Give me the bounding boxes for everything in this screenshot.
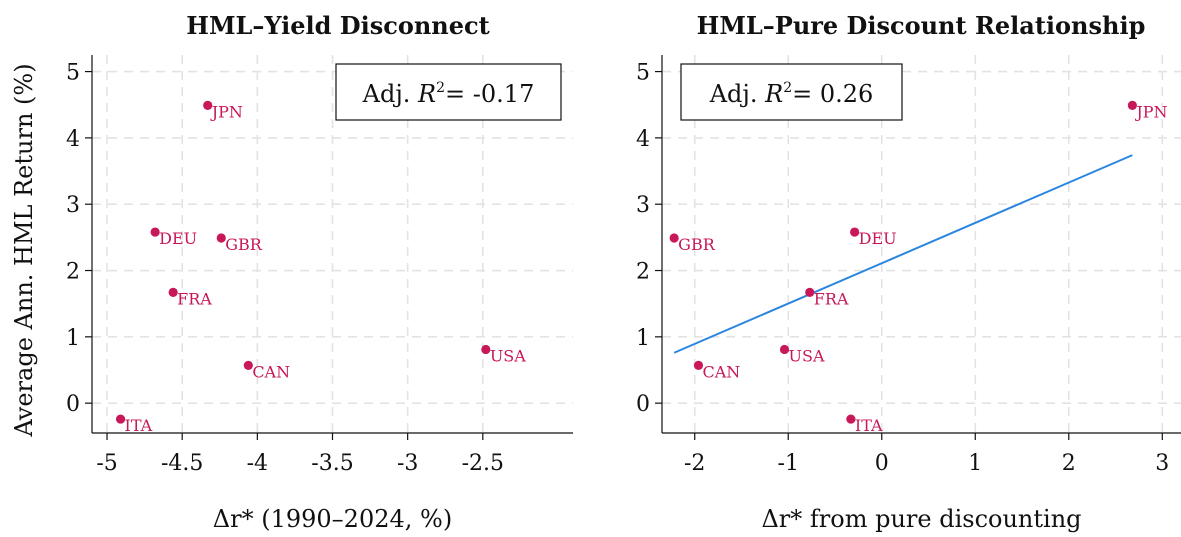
point-label-deu: DEU (859, 229, 897, 248)
point-ita (846, 414, 856, 424)
x-tick-label: 3 (1155, 451, 1169, 476)
point-fra (805, 287, 815, 298)
chart-title: HML–Pure Discount Relationship (697, 11, 1146, 40)
r2-annotation-box (680, 63, 903, 121)
x-axis-label: Δr* (1990–2024, %) (213, 505, 452, 533)
y-tick-label: 5 (66, 61, 80, 86)
point-label-jpn: JPN (1134, 102, 1167, 121)
point-ita (115, 414, 126, 424)
point-label-fra: FRA (814, 289, 849, 308)
point-usa (779, 344, 790, 355)
point-deu (850, 227, 860, 237)
x-tick-label: 1 (968, 451, 982, 476)
x-tick-label: -3.5 (311, 451, 353, 476)
point-fra (168, 287, 178, 298)
point-label-jpn: JPN (210, 102, 243, 121)
y-tick-label: 3 (66, 193, 80, 218)
y-tick-label: 0 (636, 392, 650, 417)
point-usa (481, 344, 491, 355)
x-tick-label: 0 (875, 451, 889, 476)
point-label-can: CAN (252, 362, 290, 381)
y-tick-label: 1 (636, 326, 650, 351)
point-label-can: CAN (702, 362, 740, 381)
y-tick-label: 3 (636, 193, 650, 218)
r2-annotation-box (335, 63, 562, 121)
point-label-gbr: GBR (225, 235, 263, 254)
point-label-usa: USA (490, 346, 526, 365)
x-axis-label: Δr* from pure discounting (761, 505, 1081, 533)
point-gbr (216, 233, 226, 243)
x-tick-label: -5 (96, 451, 117, 476)
point-label-fra: FRA (177, 289, 212, 308)
y-tick-label: 1 (66, 326, 80, 351)
point-deu (150, 227, 160, 237)
y-tick-label: 0 (66, 392, 80, 417)
x-tick-label: -4 (247, 451, 268, 476)
point-gbr (669, 233, 679, 243)
y-tick-label: 4 (66, 127, 80, 152)
y-tick-label: 4 (636, 127, 650, 152)
y-tick-label: 2 (636, 260, 650, 285)
r2-annotation: Adj. R2= 0.26 (709, 80, 874, 108)
point-jpn (1127, 100, 1137, 110)
left-panel: 0 1 2 3 4 5 -5 -4.5 -4 -3.5 -3 -2.5 HML–Yield Discon… (10, 11, 573, 533)
fit-line (673, 154, 1133, 354)
point-label-gbr: GBR (678, 235, 716, 254)
point-label-usa: USA (789, 346, 825, 365)
point-label-ita: ITA (125, 416, 153, 435)
x-tick-label: -2.5 (462, 451, 504, 476)
point-jpn (203, 100, 213, 110)
point-can (243, 360, 253, 370)
point-can (693, 360, 704, 370)
chart-title: HML–Yield Disconnect (186, 11, 489, 40)
x-tick-label: -2 (684, 451, 705, 476)
x-tick-label: 2 (1062, 451, 1076, 476)
r2-annotation: Adj. R2= -0.17 (362, 80, 535, 108)
x-tick-label: -4.5 (161, 451, 203, 476)
right-panel: 0 1 2 3 4 5 -2 -1 0 1 2 3 HML–Pure Discount Relation… (636, 11, 1181, 533)
y-tick-label: 5 (636, 61, 650, 86)
x-tick-label: -1 (778, 451, 799, 476)
point-label-ita: ITA (855, 416, 883, 435)
x-tick-label: -3 (397, 451, 418, 476)
y-axis-label: Average Ann. HML Return (%) (10, 63, 38, 437)
point-label-deu: DEU (159, 229, 197, 248)
y-tick-label: 2 (66, 260, 80, 285)
